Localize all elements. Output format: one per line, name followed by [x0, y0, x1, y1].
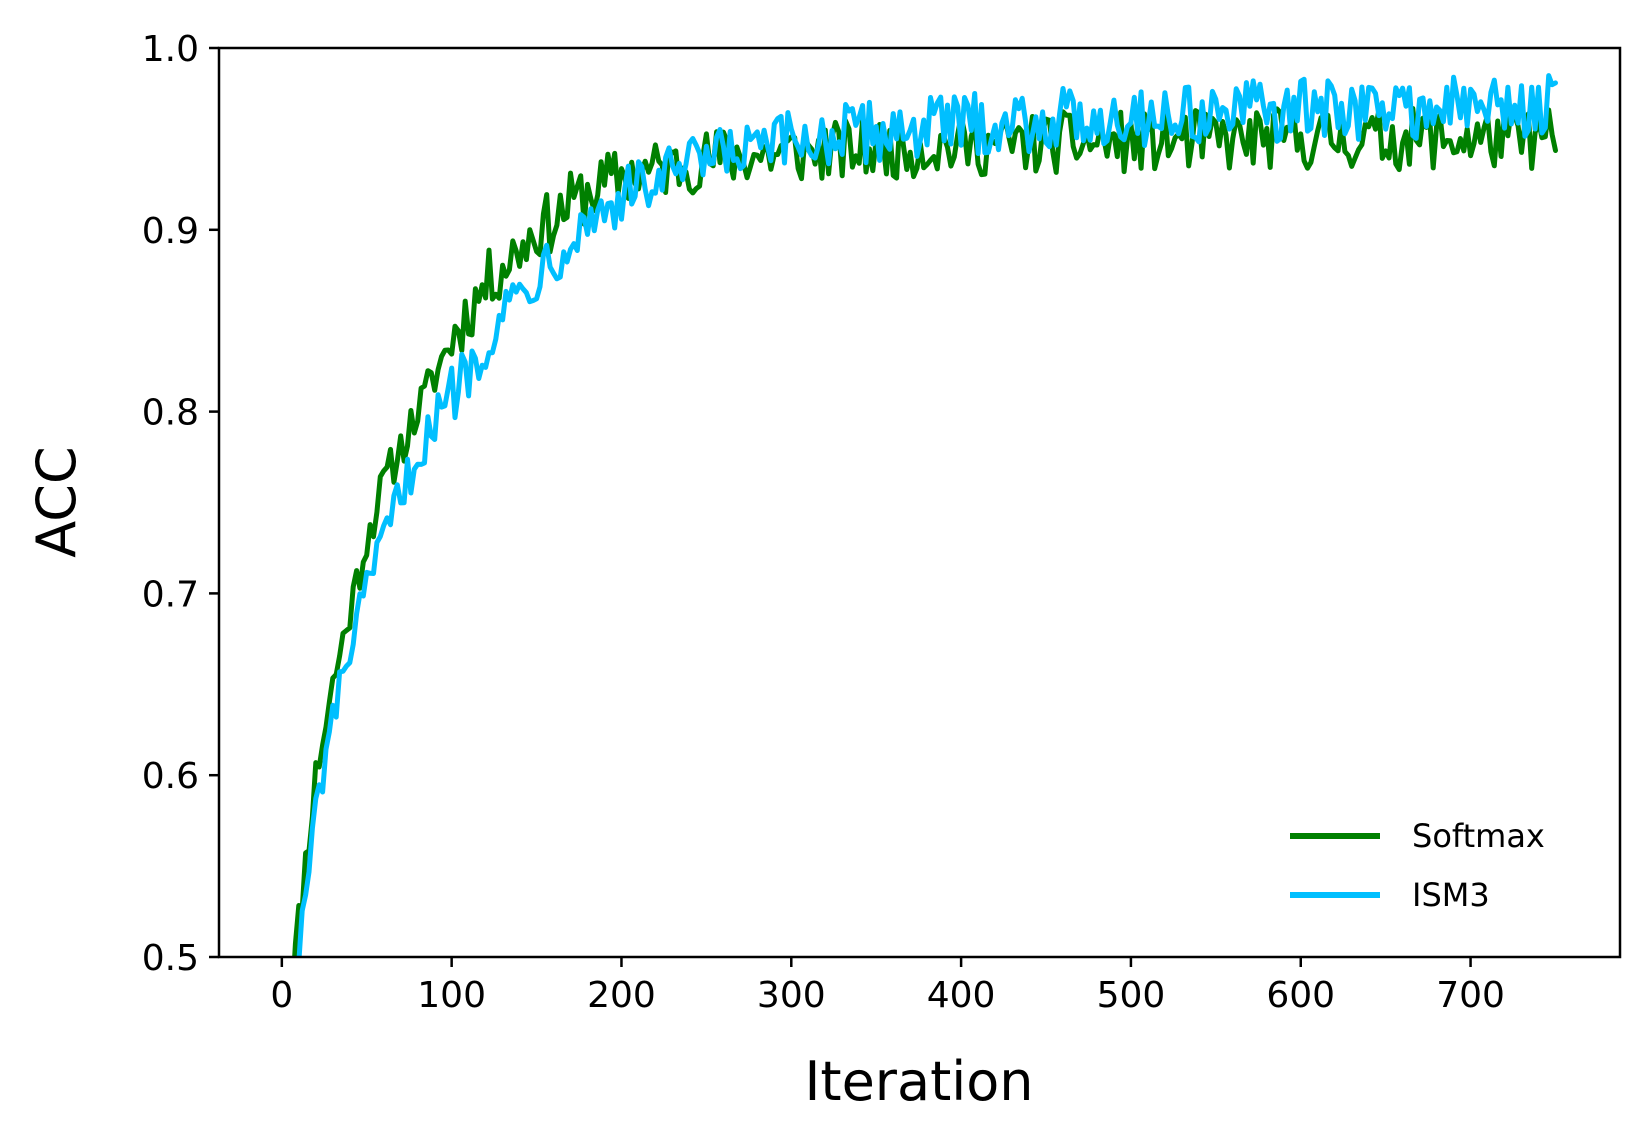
x-axis: 0 100 200 300 400 500 600 700 — [270, 957, 1505, 1016]
x-tick-label: 600 — [1266, 975, 1335, 1016]
x-tick-label: 100 — [417, 975, 486, 1016]
y-tick-label: 1.0 — [142, 29, 199, 70]
y-tick-label: 0.7 — [142, 574, 199, 615]
y-tick-label: 0.5 — [142, 938, 199, 979]
series-line-ism3 — [296, 73, 1558, 957]
y-axis: 0.5 0.6 0.7 0.8 0.9 1.0 — [142, 29, 219, 979]
x-tick-label: 200 — [587, 975, 656, 1016]
plot-area-frame — [217, 46, 1622, 959]
y-axis-title: ACC — [25, 446, 88, 557]
y-tick-label: 0.9 — [142, 211, 199, 252]
y-tick-label: 0.8 — [142, 393, 199, 434]
legend-label-softmax: Softmax — [1412, 817, 1545, 855]
x-tick-label: 700 — [1436, 975, 1505, 1016]
x-tick-label: 0 — [270, 975, 293, 1016]
legend: Softmax ISM3 — [1290, 817, 1545, 914]
x-tick-label: 300 — [757, 975, 826, 1016]
x-axis-title: Iteration — [804, 1050, 1033, 1113]
x-tick-label: 500 — [1097, 975, 1166, 1016]
series-layer — [292, 73, 1558, 957]
y-tick-label: 0.6 — [142, 756, 199, 797]
legend-label-ism3: ISM3 — [1412, 876, 1490, 914]
x-tick-label: 400 — [927, 975, 996, 1016]
